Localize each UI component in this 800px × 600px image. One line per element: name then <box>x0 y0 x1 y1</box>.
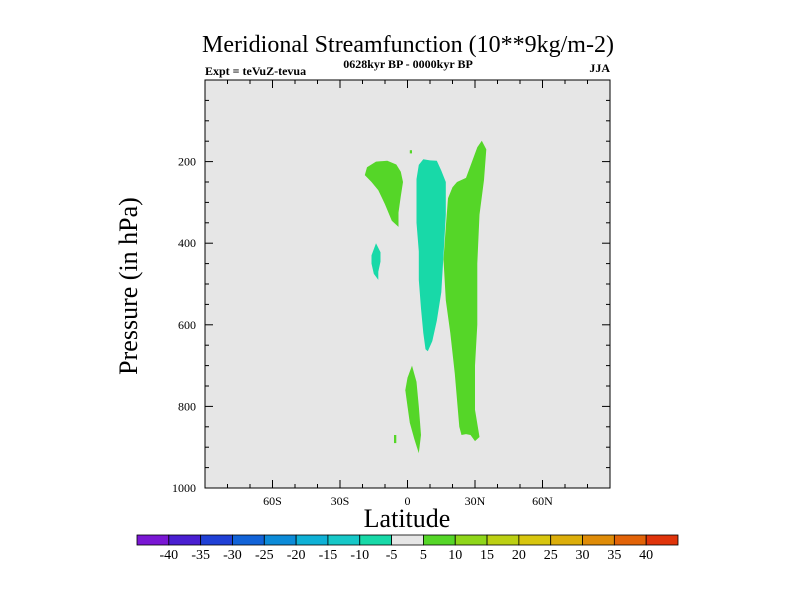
y-axis-label: Pressure (in hPa) <box>114 197 143 375</box>
colorbar-label: 35 <box>607 548 621 563</box>
x-tick-label: 60N <box>532 494 553 508</box>
colorbar-label: 40 <box>639 548 653 563</box>
contour-region-positive-speck-top <box>409 150 412 154</box>
contour-region-positive-lower-strip <box>405 365 421 454</box>
colorbar-label: 10 <box>448 548 462 563</box>
plot-background <box>205 80 610 488</box>
colorbar-box <box>232 534 265 546</box>
contour-region-positive-northern-column <box>443 140 487 442</box>
x-tick-label: 30S <box>331 494 350 508</box>
experiment-label: Expt = teVuZ-tevua <box>205 64 306 78</box>
x-tick-label: 30N <box>465 494 486 508</box>
x-tick-label: 60S <box>263 494 282 508</box>
colorbar-box <box>550 534 583 546</box>
colorbar-label: -20 <box>287 548 306 563</box>
colorbar-label: 30 <box>576 548 590 563</box>
period-label: 0628kyr BP - 0000kyr BP <box>343 57 473 71</box>
colorbar-label: -15 <box>319 548 338 563</box>
y-tick-label: 800 <box>178 399 196 413</box>
x-tick-label: 0 <box>405 494 411 508</box>
colorbar-label: 25 <box>544 548 558 563</box>
chart-title: Meridional Streamfunction (10**9kg/m-2) <box>202 32 614 58</box>
colorbar-box <box>582 534 615 546</box>
colorbar-label: 15 <box>480 548 494 563</box>
colorbar-box <box>454 534 488 546</box>
colorbar-box <box>200 534 233 546</box>
colorbar-box <box>613 534 647 546</box>
y-tick-label: 200 <box>178 155 196 169</box>
colorbar-box <box>391 534 424 546</box>
colorbar-box <box>645 534 679 546</box>
colorbar: -40 -35 -30 -25 -20 -15 -10 -5 5 10 15 20 25 30 35 40 <box>136 534 679 563</box>
contour-region-positive-west-blob <box>364 160 403 227</box>
colorbar-box <box>327 534 361 546</box>
colorbar-box <box>518 534 552 546</box>
axis-ticks: 60S 30S 0 30N 60N 200 400 600 800 1000 <box>172 80 610 508</box>
colorbar-label: -35 <box>191 548 210 563</box>
colorbar-label: 5 <box>420 548 427 563</box>
colorbar-label: -5 <box>386 548 398 563</box>
colorbar-box <box>263 534 297 546</box>
colorbar-box <box>486 534 520 546</box>
colorbar-label: -30 <box>223 548 242 563</box>
colorbar-box <box>423 534 456 546</box>
contour-region-negative-small-patch <box>371 243 381 280</box>
x-axis-label: Latitude <box>364 504 451 533</box>
contour-regions <box>364 140 487 454</box>
contour-region-positive-speck-bottom <box>394 435 397 444</box>
colorbar-box <box>168 534 202 546</box>
colorbar-label: 20 <box>512 548 526 563</box>
y-tick-label: 1000 <box>172 481 196 495</box>
colorbar-box <box>359 534 392 546</box>
colorbar-box <box>136 534 170 546</box>
y-tick-label: 600 <box>178 318 196 332</box>
y-tick-label: 400 <box>178 236 196 250</box>
season-label: JJA <box>589 61 610 75</box>
colorbar-label: -25 <box>255 548 274 563</box>
colorbar-label: -40 <box>159 548 178 563</box>
contour-region-negative-central-column <box>416 159 446 352</box>
colorbar-label: -10 <box>350 548 369 563</box>
colorbar-box <box>295 534 329 546</box>
